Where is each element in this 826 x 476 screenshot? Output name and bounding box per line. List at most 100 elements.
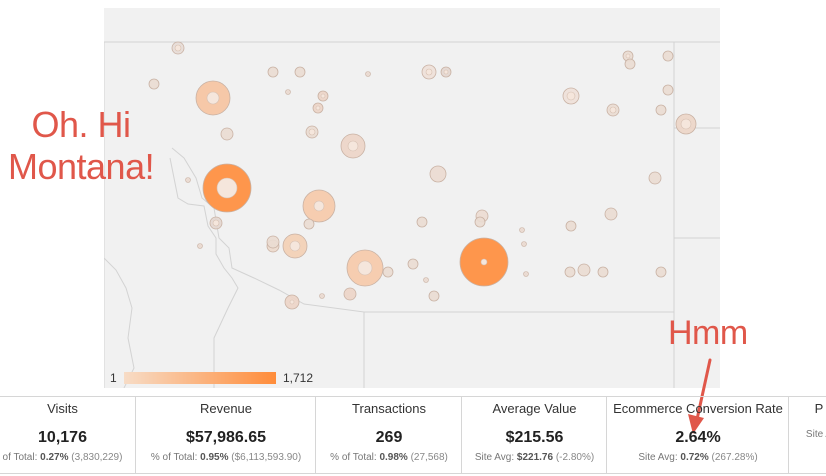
map-bubble[interactable] [565,220,577,232]
map-dot[interactable] [523,271,529,277]
map-bubble[interactable] [416,216,428,228]
map-bubble[interactable] [662,84,674,96]
map-bubble-center [308,128,316,136]
map-bubble[interactable] [267,66,279,78]
map-bubble-center [425,68,433,76]
map-bubble[interactable] [648,171,662,185]
map-bubble[interactable] [624,58,636,70]
metric-sub-paren: (267.28%) [711,452,758,463]
map-dot[interactable] [197,243,203,249]
metric-title: Ecommerce Conversion Rate [613,401,783,416]
metric-sub-paren: (-2.80%) [555,452,595,463]
map-bubbles [148,41,697,310]
metric-sub-prefix: Site Avg: [474,452,515,463]
metric-sub-prefix: Site A [805,429,826,440]
metric-value: $57,986.65 [185,429,267,446]
metric-value: 2.64% [675,429,721,446]
metric-ecommerce-conversion-rate[interactable]: Ecommerce Conversion Rate 2.64% Site Avg… [606,397,789,473]
legend-min-label: 1 [110,371,117,385]
map-bubble[interactable] [655,266,667,278]
map-bubble-center [289,240,301,252]
map-bubble-center [680,118,692,130]
metric-title: Transactions [352,401,426,416]
map-bubble-center [357,260,373,276]
metric-visits[interactable]: Visits 10,176 of Total: 0.27% (3,830,229… [0,397,135,473]
metric-value: 10,176 [38,429,87,446]
metric-transactions[interactable]: Transactions 269 % of Total: 0.98% (27,5… [315,397,462,473]
map-dot[interactable] [423,277,429,283]
map-dot[interactable] [519,227,525,233]
map-bubble[interactable] [303,218,315,230]
metric-sub-bold: 0.72% [680,452,709,463]
map-bubble[interactable] [343,287,357,301]
metric-sub-prefix: Site Avg: [638,452,678,463]
map-bubble-center [480,258,488,266]
map-bubble-center [315,105,321,111]
metric-sub-bold: $221.76 [516,452,554,463]
map-bubble[interactable] [564,266,576,278]
metric-title: Visits [47,401,78,416]
metric-sub-prefix: % of Total: [330,452,377,463]
metric-sub-paren: ($6,113,593.90) [231,452,302,463]
annotation-montana-line2: Montana! [8,146,155,187]
map-bubble-center [174,44,182,52]
state-borders [104,41,720,388]
map-bubble[interactable] [474,216,486,228]
map-bubble[interactable] [266,235,280,249]
map-bubble[interactable] [604,207,618,221]
map-bubble[interactable] [220,127,234,141]
map-bubble[interactable] [407,258,419,270]
map-dot[interactable] [185,177,191,183]
metric-subtext: % of Total: 0.95% ($6,113,593.90) [136,452,316,463]
map-bubble[interactable] [294,66,306,78]
map-bubble-center [347,140,359,152]
metric-sub-prefix: of Total: [2,452,38,463]
metric-subtext: Site A [789,429,826,440]
map-dot[interactable] [285,89,291,95]
map-bubble-center [289,299,295,305]
metric-sub-prefix: % of Total: [150,452,198,463]
map-bubble[interactable] [382,266,394,278]
metric-title: P [814,401,824,416]
map-bubble[interactable] [148,78,160,90]
map-bubble-center [313,200,325,212]
map-bubble[interactable] [428,290,440,302]
map-bubble-center [566,91,576,101]
annotation-arrow [688,358,712,434]
map-dot[interactable] [521,241,527,247]
map-bubble-center [609,106,617,114]
legend-max-label: 1,712 [283,371,314,385]
metric-subtext: % of Total: 0.98% (27,568) [316,452,462,463]
metric-sub-bold: 0.27% [40,452,69,463]
legend-gradient [124,372,276,384]
map-bubble-center [625,53,631,59]
annotation-montana-line1: Oh. Hi [31,104,132,145]
annotation-montana: Oh. Hi Montana! [8,104,155,188]
map-dot[interactable] [319,293,325,299]
map-bubble-center [216,177,238,199]
map-bubble[interactable] [597,266,609,278]
metric-title: Average Value [492,401,577,416]
map-bubble-center [212,219,220,227]
map-dot[interactable] [365,71,371,77]
map-bubble-center [206,91,220,105]
geo-map[interactable] [104,8,720,388]
map-svg [104,41,720,388]
metric-revenue[interactable]: Revenue $57,986.65 % of Total: 0.95% ($6… [135,397,316,473]
metric-partial[interactable]: P Site A [788,397,826,473]
metric-sub-bold: 0.98% [379,452,408,463]
metric-value: 269 [375,429,403,446]
map-bubble[interactable] [429,165,447,183]
metric-sub-paren: (3,830,229) [71,452,123,463]
map-bubble[interactable] [577,263,591,277]
map-bubble[interactable] [662,50,674,62]
metrics-scorecard: Visits 10,176 of Total: 0.27% (3,830,229… [0,396,826,474]
map-legend: 1 1,712 [104,368,334,388]
map-bubble[interactable] [655,104,667,116]
metric-average-value[interactable]: Average Value $215.56 Site Avg: $221.76 … [461,397,607,473]
metric-value: $215.56 [505,429,564,446]
annotation-hmm: Hmm [668,314,748,352]
metric-subtext: of Total: 0.27% (3,830,229) [0,452,135,463]
map-bubble-center [443,69,449,75]
metric-sub-bold: 0.95% [200,452,229,463]
